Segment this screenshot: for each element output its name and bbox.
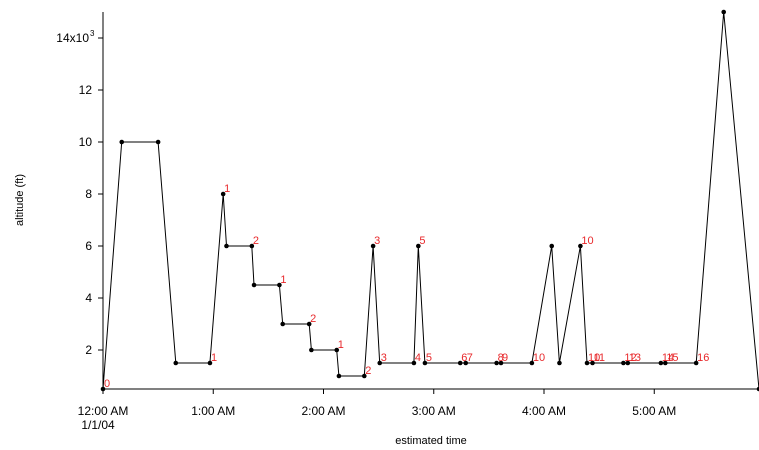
point-annotation: 16 (697, 352, 709, 364)
x-tick-label: 12:00 AM (78, 404, 129, 418)
y-tick-label: 4 (85, 291, 92, 305)
data-point (625, 360, 631, 366)
data-point (662, 360, 668, 366)
point-annotation: 6 (461, 352, 467, 364)
data-point (119, 139, 125, 145)
data-point (498, 360, 504, 366)
chart-axes (102, 12, 759, 390)
data-point (207, 360, 213, 366)
point-annotation: 1 (211, 352, 217, 364)
y-tick-label: 8 (85, 187, 92, 201)
point-annotation: 8 (498, 352, 504, 364)
point-annotation: 2 (310, 313, 316, 325)
data-point (306, 321, 312, 327)
point-annotation: 15 (666, 352, 678, 364)
data-point (457, 360, 463, 366)
point-annotation: 10 (533, 352, 545, 364)
point-annotation: 1 (224, 183, 230, 195)
point-annotation: 5 (426, 352, 432, 364)
point-annotation: 1 (338, 339, 344, 351)
data-point (251, 282, 257, 288)
data-point (377, 360, 383, 366)
x-tick-label: 5:00 AM (632, 404, 676, 418)
data-point (590, 360, 595, 366)
data-point (693, 360, 699, 366)
data-point (549, 243, 555, 249)
point-annotation: 11 (594, 352, 605, 364)
data-point (756, 386, 759, 392)
data-point (416, 243, 421, 249)
data-point (336, 373, 342, 379)
point-annotation: 10 (588, 352, 600, 364)
data-point (220, 191, 226, 197)
x-axis-ticks: 12:00 AM1/1/04 1:00 AM 2:00 AM 3:00 AM 4:00 … (78, 389, 676, 432)
y-tick-label: 10 (79, 135, 93, 149)
point-annotation: 9 (502, 352, 508, 364)
data-point (280, 321, 286, 327)
data-point (309, 347, 314, 353)
data-point (584, 360, 590, 366)
data-point (578, 243, 583, 249)
data-point (173, 360, 179, 366)
data-point (361, 373, 367, 379)
y-axis-ticks: 2 4 6 8 10 12 14x10 3 (56, 29, 103, 357)
point-annotation: 3 (381, 352, 387, 364)
point-annotation: 4 (415, 352, 421, 364)
data-point (370, 243, 376, 249)
point-annotation: 0 (104, 378, 110, 390)
x-tick-label: 2:00 AM (301, 404, 345, 418)
x-tick-label: 4:00 AM (522, 404, 566, 418)
point-annotation: 14 (662, 352, 674, 364)
point-annotation: 10 (581, 235, 593, 247)
point-annotation: 7 (467, 352, 473, 364)
point-annotation: 12 (624, 352, 636, 364)
point-annotation: 2 (253, 235, 259, 247)
altitude-series-line (102, 11, 759, 390)
y-tick-label: 2 (85, 343, 92, 357)
data-point (494, 360, 499, 366)
data-point (224, 243, 229, 249)
data-points (100, 9, 759, 392)
x-axis-label: estimated time (395, 435, 467, 447)
data-point (334, 347, 340, 353)
y-tick-label: 14x10 (56, 31, 89, 45)
data-point (557, 360, 562, 366)
point-annotation: 3 (374, 235, 380, 247)
point-annotation: 5 (419, 235, 425, 247)
x-tick-label: 1:00 AM (191, 404, 235, 418)
y-axis-label: altitude (ft) (14, 174, 26, 226)
y-tick-exponent: 3 (90, 29, 95, 38)
data-point (155, 139, 161, 145)
data-point (100, 386, 106, 392)
data-point (621, 360, 626, 366)
data-point (411, 360, 417, 366)
point-annotation: 1 (280, 274, 286, 286)
data-point (249, 243, 255, 249)
data-point (277, 282, 282, 288)
data-point (658, 360, 664, 366)
data-point (721, 9, 727, 15)
data-point (422, 360, 428, 366)
x-tick-sublabel: 1/1/04 (81, 418, 115, 432)
y-tick-label: 6 (85, 239, 92, 253)
data-point (463, 360, 469, 366)
data-point (529, 360, 535, 366)
x-tick-label: 3:00 AM (412, 404, 456, 418)
point-annotation: 13 (629, 352, 641, 364)
y-tick-label: 12 (79, 83, 93, 97)
point-annotation: 2 (365, 365, 371, 377)
